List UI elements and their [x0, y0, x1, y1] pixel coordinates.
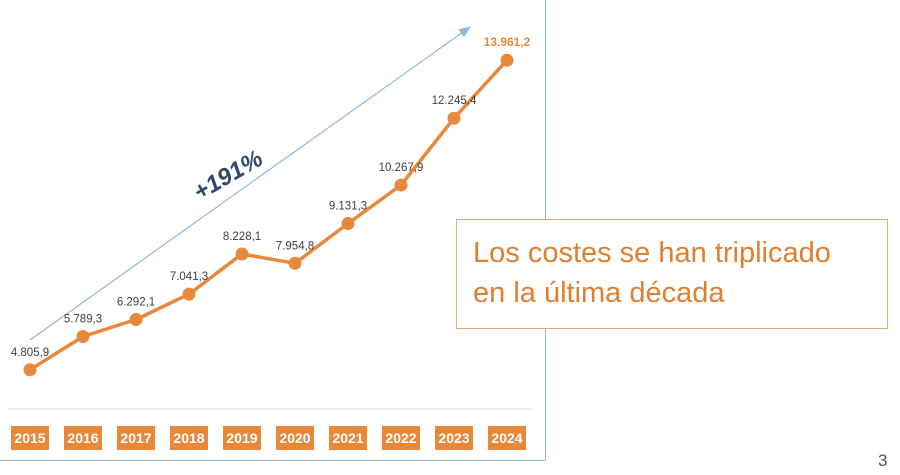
- data-label-2021: 9.131,3: [329, 201, 367, 213]
- page-number: 3: [878, 451, 888, 470]
- data-point-2024: [500, 53, 514, 67]
- category-label-2017: 2017: [117, 426, 155, 450]
- data-point-2020: [288, 256, 302, 270]
- category-label-2022: 2022: [382, 426, 420, 450]
- callout-text-line-2: en la última década: [473, 277, 725, 309]
- data-point-2019: [235, 247, 249, 261]
- category-label-2023: 2023: [435, 426, 473, 450]
- category-label-2019: 2019: [223, 426, 261, 450]
- data-point-2016: [76, 330, 90, 344]
- data-point-2018: [182, 287, 196, 301]
- svg-text:2017: 2017: [120, 430, 151, 446]
- data-point-2023: [447, 111, 461, 125]
- data-label-2015: 4.805,9: [11, 347, 49, 359]
- category-label-2018: 2018: [170, 426, 208, 450]
- growth-annotation: +191%: [189, 145, 268, 206]
- category-label-2024: 2024: [488, 426, 526, 450]
- svg-text:2022: 2022: [385, 430, 416, 446]
- svg-text:2016: 2016: [67, 430, 98, 446]
- data-label-2022: 10.267,9: [379, 162, 424, 174]
- svg-text:2019: 2019: [226, 430, 257, 446]
- category-label-2016: 2016: [64, 426, 102, 450]
- data-point-2021: [341, 217, 355, 231]
- data-label-2020: 7.954,8: [276, 240, 314, 252]
- svg-text:2023: 2023: [438, 430, 469, 446]
- callout-text-line-1: Los costes se han triplicado: [473, 237, 831, 269]
- svg-text:2018: 2018: [173, 430, 204, 446]
- callout-box: Los costes se han triplicado en la últim…: [456, 219, 888, 329]
- data-label-2019: 8.228,1: [223, 231, 261, 243]
- category-label-2021: 2021: [329, 426, 367, 450]
- cost-line-chart: +191% 4.805,9 5.789,3 6.292,1 7.041,3 8.228,…: [8, 26, 532, 450]
- svg-text:2015: 2015: [14, 430, 45, 446]
- data-label-2016: 5.789,3: [64, 314, 102, 326]
- category-label-2020: 2020: [276, 426, 314, 450]
- data-label-2024: 13.961,2: [484, 35, 531, 49]
- data-label-2023: 12.245,4: [432, 95, 477, 107]
- category-label-2015: 2015: [11, 426, 49, 450]
- svg-text:2021: 2021: [332, 430, 363, 446]
- data-label-2018: 7.041,3: [170, 271, 208, 283]
- chart-frame: +191% 4.805,9 5.789,3 6.292,1 7.041,3 8.228,…: [0, 0, 546, 461]
- data-label-2017: 6.292,1: [117, 297, 155, 309]
- svg-text:2024: 2024: [491, 430, 522, 446]
- data-point-2022: [394, 178, 408, 192]
- series-line: [29, 59, 509, 372]
- data-point-2017: [129, 313, 143, 327]
- data-point-2015: [23, 363, 37, 377]
- svg-text:2020: 2020: [279, 430, 310, 446]
- trend-arrow: [29, 26, 471, 341]
